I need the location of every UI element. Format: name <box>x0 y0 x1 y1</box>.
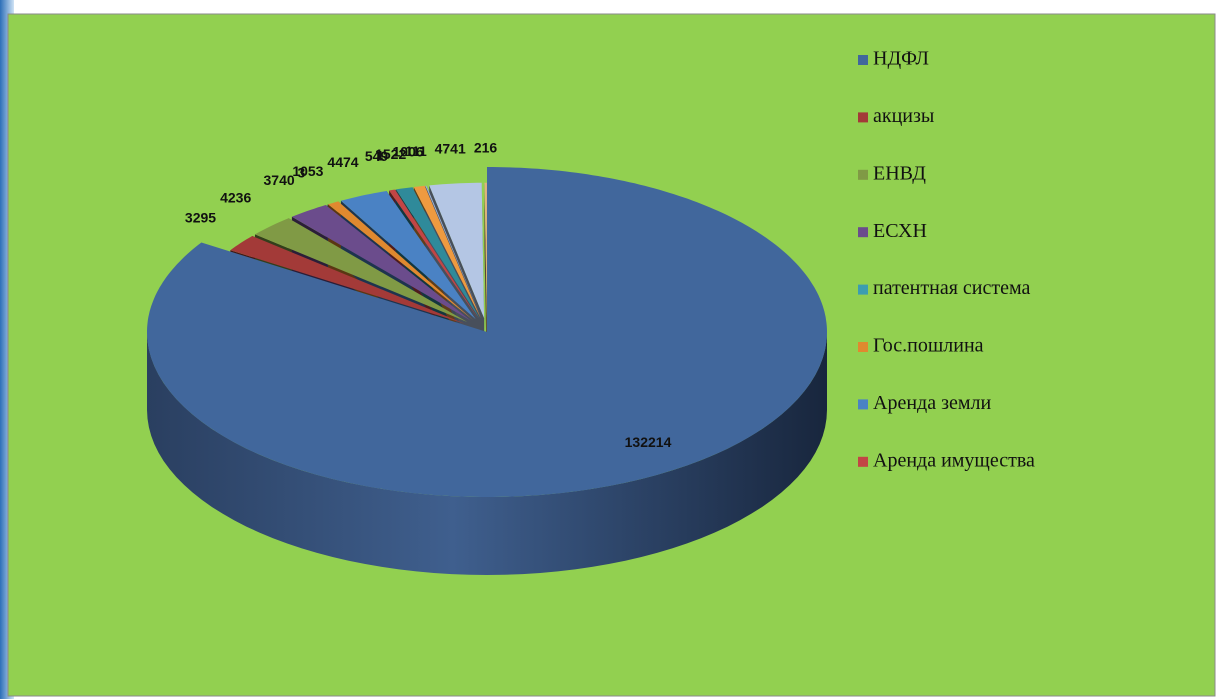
legend-label: Аренда имущества <box>873 449 1035 471</box>
legend-swatch <box>858 55 868 65</box>
slice <box>484 182 487 319</box>
slice <box>255 218 468 323</box>
legend-label: ЕНВД <box>873 162 926 184</box>
legend-label: ЕСХН <box>873 220 927 242</box>
data-label: 1006 <box>393 144 424 160</box>
legend-label: НДФЛ <box>873 48 929 70</box>
slice <box>396 187 480 319</box>
data-label: 1 <box>376 147 384 163</box>
data-label: 3 <box>298 165 306 181</box>
legend-label: акцизы <box>873 105 934 127</box>
slice <box>230 236 465 324</box>
data-label: 3295 <box>185 209 216 225</box>
slice <box>389 189 479 319</box>
data-label: 4741 <box>435 140 466 156</box>
slice <box>340 191 476 320</box>
data-label: 3740 <box>264 172 295 188</box>
slice <box>425 185 482 319</box>
data-label: 1053 <box>292 163 323 179</box>
data-label: 4236 <box>220 190 251 206</box>
slice-side <box>147 332 827 575</box>
data-label: 132214 <box>625 434 672 450</box>
slice <box>291 205 471 321</box>
data-label: 111 <box>405 143 427 159</box>
legend-label: Гос.пошлина <box>873 335 984 357</box>
legend-swatch <box>858 112 868 123</box>
legend-label: Аренда земли <box>873 392 991 414</box>
data-label: 216 <box>474 139 498 155</box>
legend-swatch <box>858 456 868 467</box>
slice-tops <box>147 167 827 497</box>
data-label: 1522 <box>375 146 406 162</box>
legend-swatch <box>858 342 868 352</box>
slice <box>328 201 473 320</box>
legend-swatch <box>858 284 868 295</box>
legend-swatch <box>858 227 868 238</box>
slice <box>395 189 479 319</box>
slice <box>327 204 473 321</box>
legend-swatch <box>858 399 868 410</box>
slice <box>429 182 485 319</box>
legend-swatch <box>858 169 868 180</box>
slice <box>147 167 827 497</box>
slice <box>413 185 481 319</box>
legend-label: патентная система <box>873 277 1030 299</box>
data-label: 4474 <box>327 154 358 170</box>
data-label: 549 <box>365 148 389 164</box>
